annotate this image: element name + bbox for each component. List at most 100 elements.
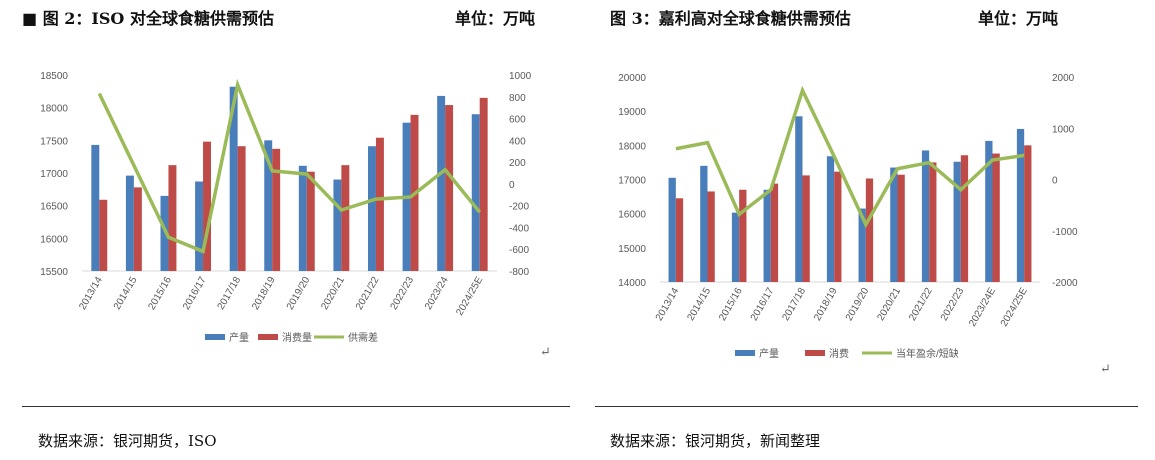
left-source: 数据来源：银河期货，ISO: [38, 432, 217, 450]
legend-swatch: [258, 334, 278, 340]
x-tick-label: 2022/23: [939, 286, 967, 323]
right-unit-label: 单位：万吨: [978, 9, 1059, 28]
legend-label: 消费量: [282, 331, 312, 344]
y-tick-label: 15500: [40, 267, 68, 278]
x-tick-label: 2023/24: [423, 275, 451, 312]
x-tick-label: 2016/17: [181, 275, 209, 312]
bar-production: [160, 195, 169, 271]
bar-production: [195, 181, 204, 271]
bar-consumption: [99, 199, 108, 271]
balance-line: [675, 85, 1025, 229]
bar-production: [668, 177, 676, 282]
y-tick-label: 17000: [618, 176, 646, 187]
x-tick-label: 2023/24E: [967, 286, 998, 329]
y-tick-label: 17500: [40, 136, 68, 147]
bar-production: [985, 140, 993, 282]
y2-tick-label: -400: [509, 223, 529, 234]
bar-consumption: [739, 189, 747, 282]
bar-consumption: [168, 165, 177, 271]
bar-consumption: [960, 155, 969, 282]
balance-line: [97, 78, 482, 254]
bar-consumption: [133, 187, 142, 271]
y2-tick-label: -2000: [1052, 278, 1078, 289]
bar-production: [826, 156, 835, 282]
bar-consumption: [929, 162, 937, 282]
right-divider: [595, 406, 1138, 407]
bar-consumption: [306, 171, 315, 271]
bar-production: [229, 86, 238, 271]
legend-label: 供需差: [348, 331, 378, 344]
right-figure-title: 图 3：嘉利高对全球食糖供需预估: [610, 9, 851, 28]
bar-production: [795, 116, 803, 283]
x-tick-label: 2019/20: [285, 275, 313, 312]
left-unit-label: 单位：万吨: [455, 9, 536, 28]
bar-production: [264, 140, 273, 271]
y2-tick-label: 600: [509, 115, 526, 126]
bar-production: [731, 212, 740, 282]
y2-tick-label: 400: [509, 136, 526, 147]
bar-production: [763, 189, 771, 282]
bar-consumption: [445, 105, 454, 271]
x-tick-label: 2017/18: [216, 275, 244, 312]
bar-consumption: [375, 137, 384, 271]
y2-tick-label: 0: [509, 180, 515, 191]
bar-production: [125, 175, 134, 271]
bar-production: [1016, 128, 1025, 282]
legend-label: 产量: [229, 331, 249, 344]
x-tick-label: 2019/20: [844, 286, 872, 323]
x-tick-label: 2022/23: [389, 275, 417, 312]
x-tick-label: 2018/19: [812, 286, 840, 323]
y2-tick-label: -1000: [1052, 227, 1078, 238]
x-tick-label: 2021/22: [907, 286, 935, 323]
x-tick-label: 2015/16: [717, 286, 745, 323]
y-tick-label: 19000: [618, 107, 646, 118]
bar-consumption: [272, 148, 281, 271]
legend-swatch: [735, 350, 755, 356]
bar-consumption: [707, 191, 715, 282]
x-tick-label: 2018/19: [250, 275, 278, 312]
bar-production: [890, 167, 898, 282]
bar-consumption: [834, 171, 842, 282]
x-tick-label: 2015/16: [146, 275, 174, 312]
legend-label: 消费: [829, 347, 849, 360]
legend-swatch: [205, 334, 225, 340]
bar-consumption: [341, 165, 350, 271]
y-tick-label: 16000: [40, 234, 68, 245]
bar-consumption: [237, 146, 246, 271]
bar-consumption: [479, 97, 488, 271]
y-tick-label: 16500: [40, 202, 68, 213]
bar-consumption: [865, 178, 874, 282]
bar-production: [471, 114, 480, 271]
legend-swatch: [805, 350, 825, 356]
x-tick-label: 2020/21: [319, 275, 347, 312]
x-tick-label: 2021/22: [354, 275, 382, 312]
return-mark: ↵: [1100, 362, 1111, 377]
y2-tick-label: -600: [509, 245, 529, 256]
y-tick-label: 18500: [40, 71, 68, 82]
left-divider: [22, 406, 570, 407]
bar-consumption: [802, 175, 810, 282]
bar-production: [298, 165, 307, 271]
legend-label: 当年盈余/短缺: [896, 347, 959, 360]
bar-consumption: [1024, 145, 1032, 282]
x-tick-label: 2014/15: [685, 286, 713, 323]
y-tick-label: 15000: [618, 244, 646, 255]
y2-tick-label: 1000: [1052, 124, 1075, 135]
bar-production: [437, 95, 446, 271]
left-figure-title: ■ 图 2：ISO 对全球食糖供需预估: [22, 9, 274, 28]
y-tick-label: 20000: [618, 73, 646, 84]
y2-tick-label: 1000: [509, 71, 532, 82]
bar-consumption: [770, 183, 779, 282]
y2-tick-label: 0: [1052, 176, 1058, 187]
y-tick-label: 14000: [618, 278, 646, 289]
legend-label: 产量: [759, 347, 779, 360]
return-mark: ↵: [540, 345, 551, 360]
x-tick-label: 2017/18: [780, 286, 808, 323]
bar-production: [700, 165, 708, 282]
x-tick-label: 2024/25E: [454, 275, 485, 318]
bar-production: [333, 179, 342, 271]
bar-production: [921, 150, 930, 282]
x-tick-label: 2013/14: [654, 286, 682, 323]
bar-consumption: [675, 198, 684, 282]
